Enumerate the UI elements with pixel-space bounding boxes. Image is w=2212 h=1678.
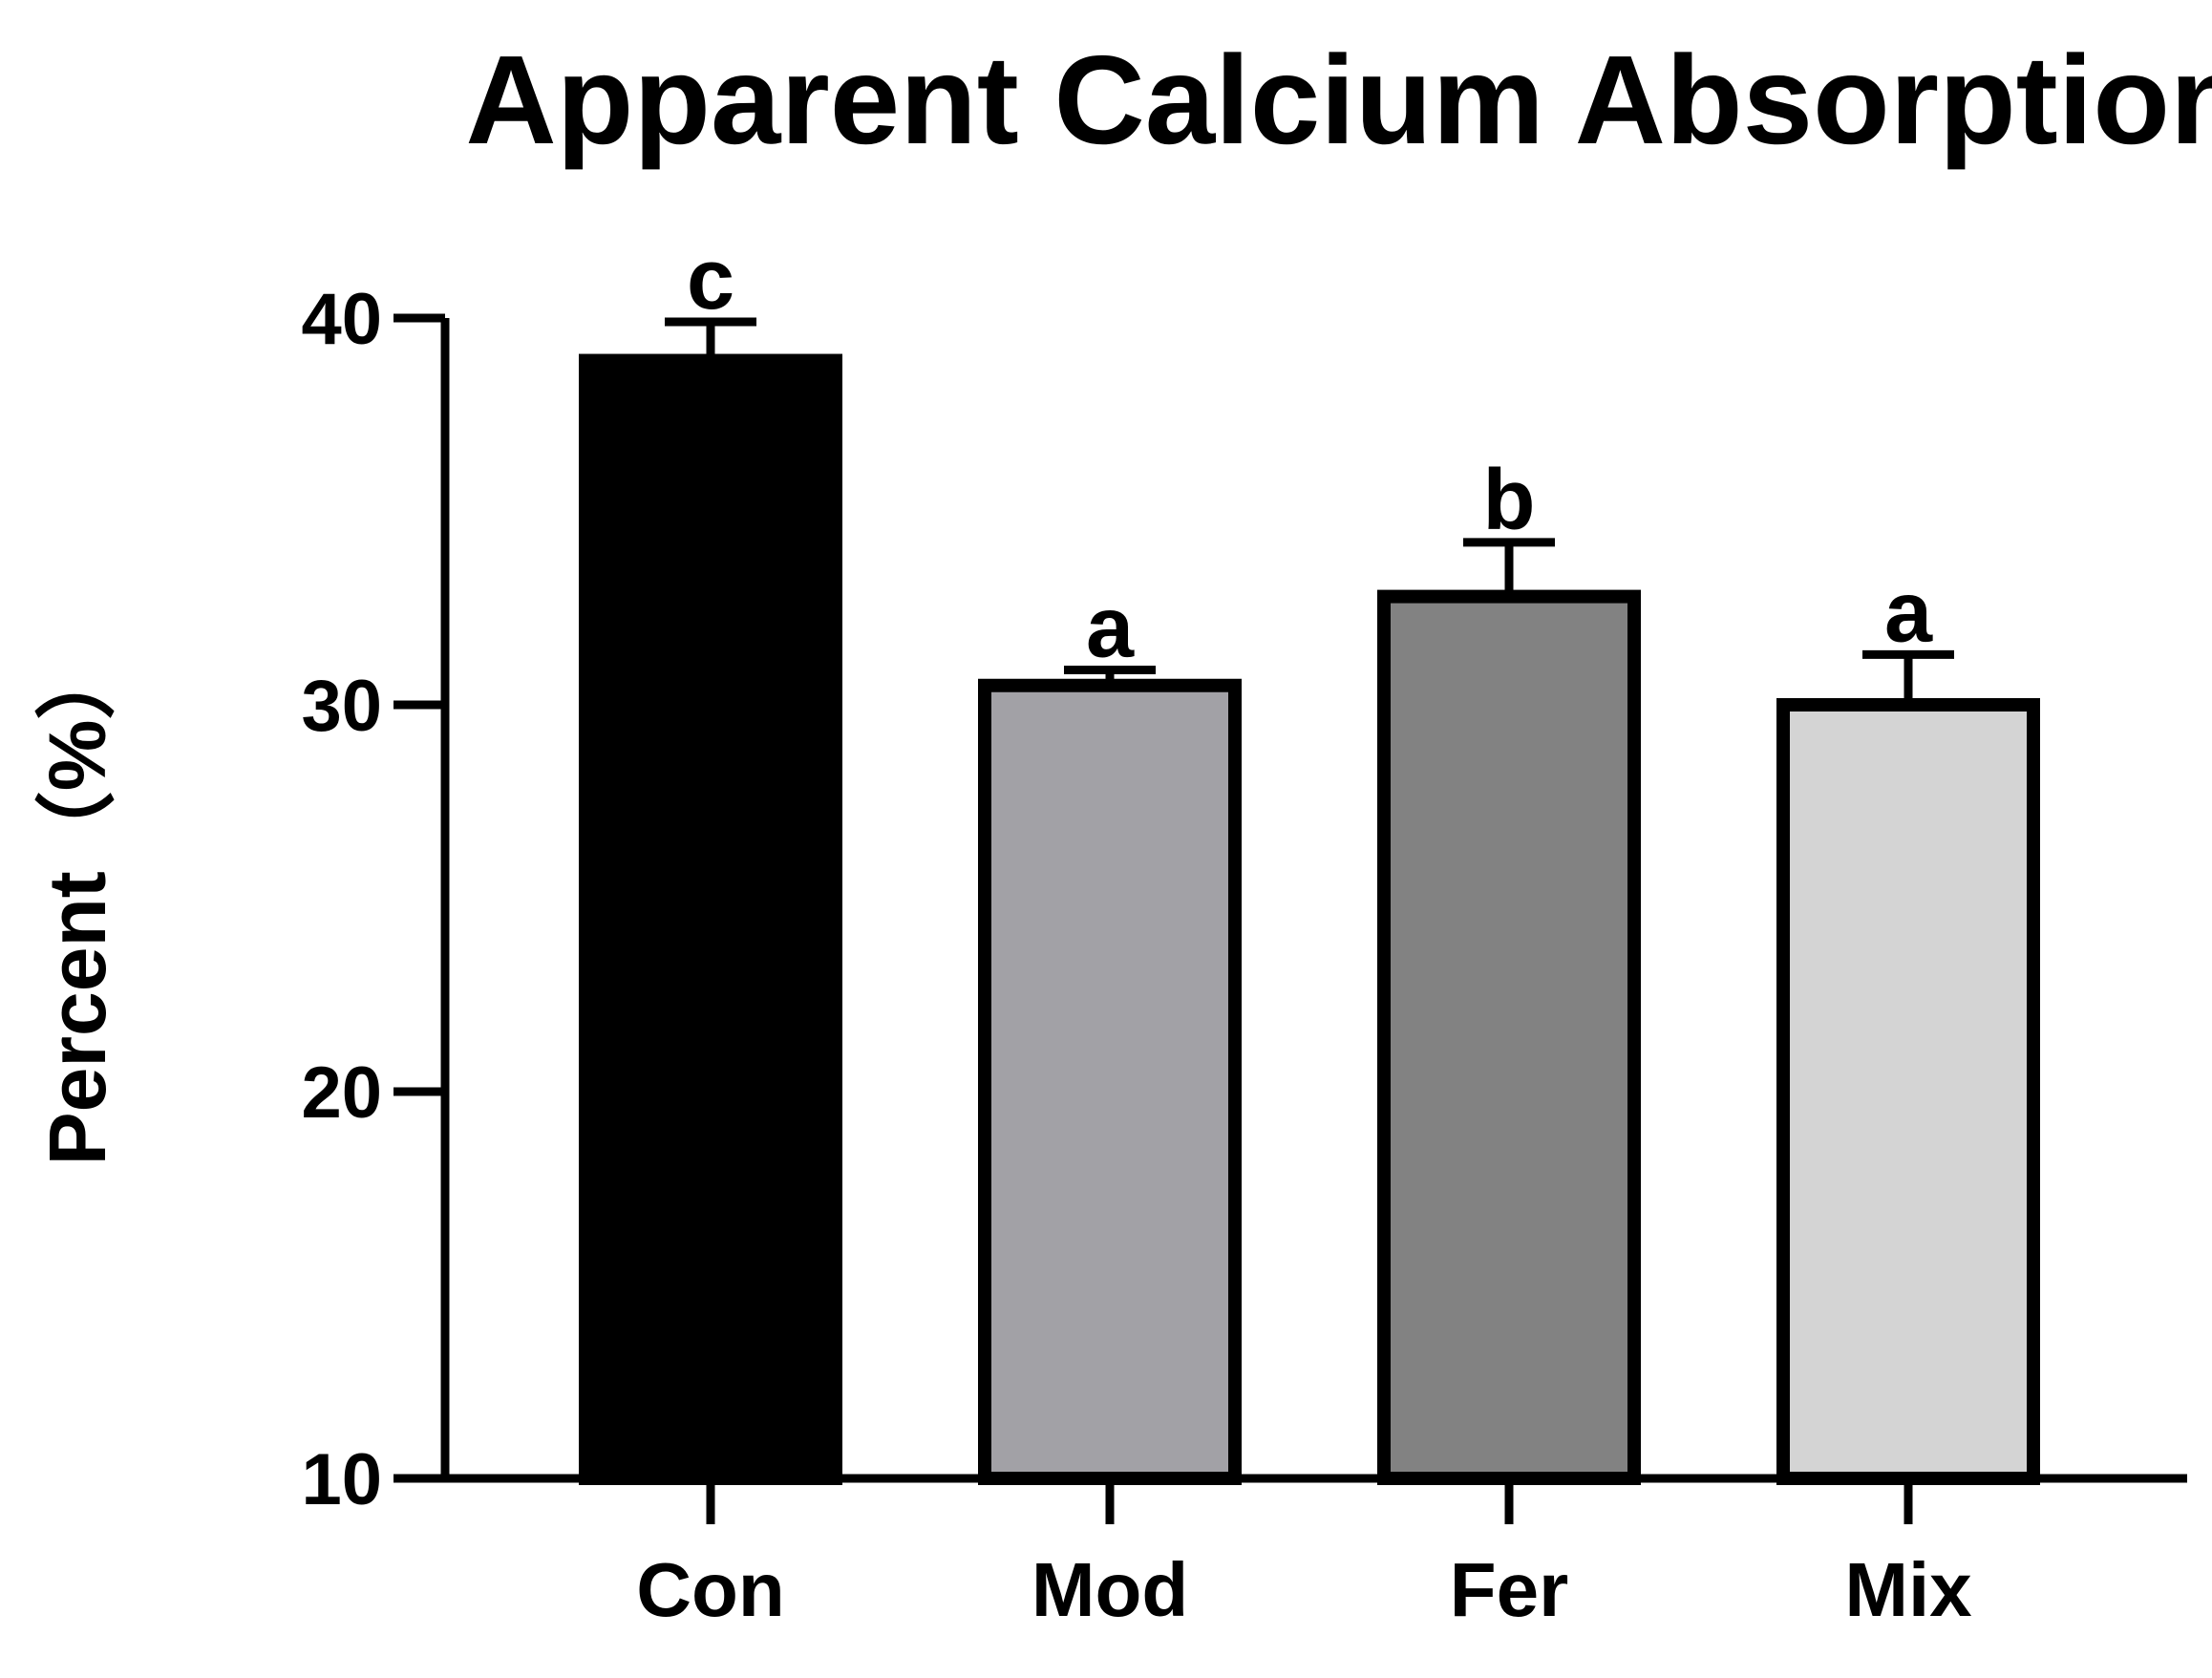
x-tick-label-fer: Fer — [1450, 1547, 1569, 1632]
plot-area: c Con a Mod b Fer a Mix 10 20 30 40 — [301, 232, 2187, 1632]
bar-fer — [1377, 589, 1641, 1485]
x-tick-label-con: Con — [636, 1547, 785, 1632]
y-tick-label-40: 40 — [301, 279, 382, 360]
chart-title: Apparent Calcium Absorption — [465, 30, 2212, 170]
significance-label-con: c — [687, 232, 734, 328]
x-tick-label-mix: Mix — [1844, 1547, 1971, 1632]
x-tick-label-mod: Mod — [1032, 1547, 1188, 1632]
y-axis-label: Percent（%） — [32, 640, 122, 1166]
bar-mix — [1776, 698, 2040, 1485]
significance-label-fer: b — [1483, 453, 1536, 548]
y-tick-label-30: 30 — [301, 666, 382, 747]
bar-con — [579, 353, 842, 1485]
y-tick-label-20: 20 — [301, 1052, 382, 1134]
y-tick-label-10: 10 — [301, 1439, 382, 1520]
bar-mod — [978, 678, 1242, 1485]
significance-label-mod: a — [1086, 581, 1135, 676]
significance-label-mix: a — [1884, 564, 1933, 660]
